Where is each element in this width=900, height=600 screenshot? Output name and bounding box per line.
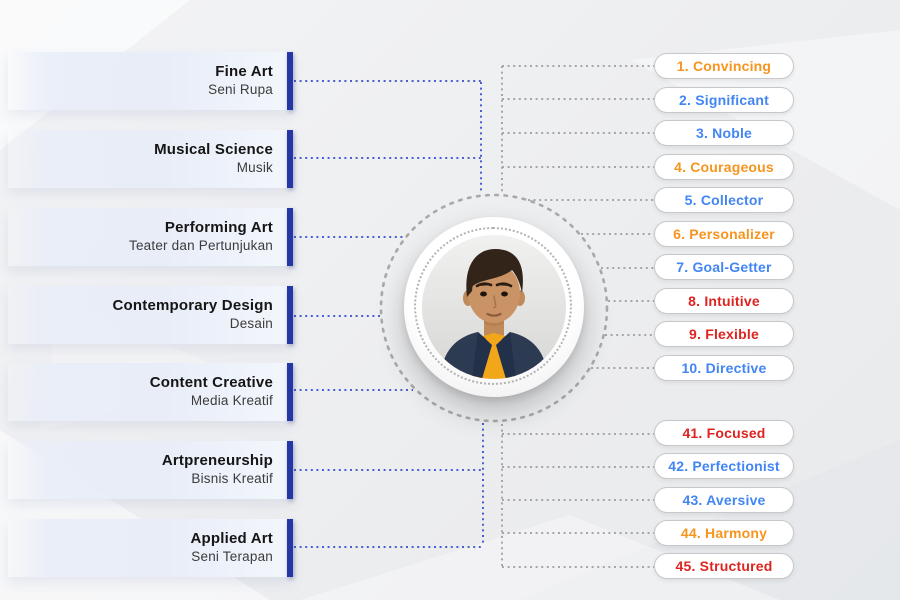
category-accent-bar [286, 286, 293, 344]
category-accent-bar [286, 208, 293, 266]
trait-pill-44-harmony: 44. Harmony [654, 520, 794, 546]
category-subtitle: Musik [236, 160, 273, 176]
category-accent-bar [286, 130, 293, 188]
trait-pill-9-flexible: 9. Flexible [654, 321, 794, 347]
category-performing-art: Performing Art Teater dan Pertunjukan [8, 208, 293, 266]
category-accent-bar [286, 363, 293, 421]
category-subtitle: Seni Rupa [208, 82, 273, 98]
category-title: Fine Art [215, 62, 273, 80]
category-title: Artpreneurship [161, 451, 273, 469]
trait-pill-6-personalizer: 6. Personalizer [654, 221, 794, 247]
category-musical-science: Musical Science Musik [8, 130, 293, 188]
category-title: Musical Science [154, 140, 273, 158]
category-title: Contemporary Design [112, 296, 273, 314]
trait-pill-2-significant: 2. Significant [654, 87, 794, 113]
category-applied-art: Applied Art Seni Terapan [8, 519, 293, 577]
category-subtitle: Teater dan Pertunjukan [129, 238, 273, 254]
trait-pill-7-goal-getter: 7. Goal-Getter [654, 254, 794, 280]
trait-pill-41-focused: 41. Focused [654, 420, 794, 446]
category-accent-bar [286, 519, 293, 577]
trait-pill-5-collector: 5. Collector [654, 187, 794, 213]
trait-pill-45-structured: 45. Structured [654, 553, 794, 579]
category-title: Applied Art [190, 529, 273, 547]
trait-pill-43-aversive: 43. Aversive [654, 487, 794, 513]
category-accent-bar [286, 52, 293, 110]
trait-pill-1-convincing: 1. Convincing [654, 53, 794, 79]
trait-pill-42-perfectionist: 42. Perfectionist [654, 453, 794, 479]
boy-portrait-photo [422, 235, 566, 379]
category-title: Content Creative [149, 373, 273, 391]
category-subtitle: Desain [229, 316, 273, 332]
portrait-dotted-ring [414, 227, 572, 385]
trait-pill-4-courageous: 4. Courageous [654, 154, 794, 180]
category-artpreneurship: Artpreneurship Bisnis Kreatif [8, 441, 293, 499]
trait-pill-10-directive: 10. Directive [654, 355, 794, 381]
category-subtitle: Seni Terapan [191, 549, 273, 565]
category-contemporary-design: Contemporary Design Desain [8, 286, 293, 344]
portrait-plate [404, 217, 584, 397]
category-subtitle: Bisnis Kreatif [191, 471, 273, 487]
category-subtitle: Media Kreatif [190, 393, 273, 409]
category-title: Performing Art [164, 218, 273, 236]
category-fine-art: Fine Art Seni Rupa [8, 52, 293, 110]
category-content-creative: Content Creative Media Kreatif [8, 363, 293, 421]
trait-pill-8-intuitive: 8. Intuitive [654, 288, 794, 314]
category-accent-bar [286, 441, 293, 499]
trait-pill-3-noble: 3. Noble [654, 120, 794, 146]
